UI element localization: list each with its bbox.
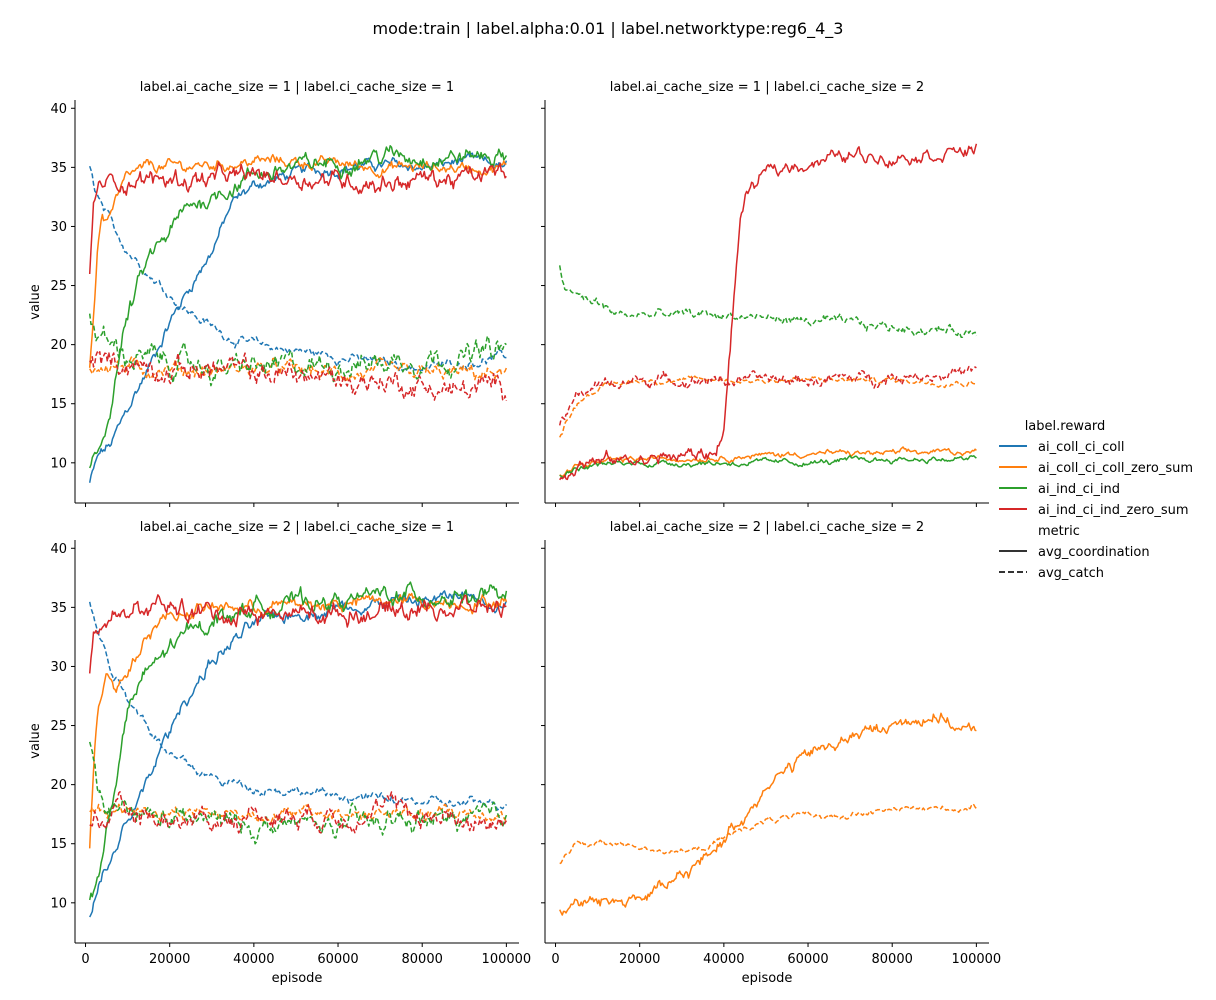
panel-2-title: label.ai_cache_size = 1 | label.ci_cache…: [610, 80, 924, 95]
series-ai-coll-ci-coll-zero-sum-avg-coordination: [88, 153, 507, 368]
panel-2: label.ai_cache_size = 1 | label.ci_cache…: [541, 80, 989, 507]
legend-label: avg_coordination: [1038, 545, 1150, 560]
y-tick-label: 30: [50, 220, 67, 235]
x-tick-label: 40000: [233, 952, 274, 967]
series-ai-ind-ci-ind-avg-coordination: [559, 454, 977, 479]
legend-item-ai-coll-ci-coll: ai_coll_ci_coll: [999, 440, 1125, 455]
y-tick-label: 10: [50, 456, 67, 471]
series-ai-ind-ci-ind-zero-sum-avg-catch: [89, 351, 508, 402]
series-ai-ind-ci-ind-zero-sum-avg-coordination: [559, 143, 978, 481]
legend-item-ai-ind-ci-ind-zero-sum: ai_ind_ci_ind_zero_sum: [999, 503, 1189, 518]
series-ai-coll-ci-coll-zero-sum-avg-coordination: [88, 592, 508, 849]
legend-metric-title: metric: [1038, 524, 1080, 539]
series-ai-coll-ci-coll-zero-sum-avg-catch: [89, 803, 508, 824]
x-tick-label: 80000: [402, 952, 443, 967]
x-axis-label-left: episode: [272, 971, 323, 986]
legend-label: ai_ind_ci_ind_zero_sum: [1038, 503, 1189, 518]
y-tick-label: 30: [50, 660, 67, 675]
y-tick-label: 35: [50, 601, 67, 616]
series-ai-coll-ci-coll-zero-sum-avg-coordination: [559, 712, 977, 916]
x-tick-label: 60000: [317, 952, 358, 967]
legend-label: ai_coll_ci_coll: [1038, 440, 1125, 455]
series-ai-coll-ci-coll-zero-sum-avg-coordination: [559, 446, 977, 478]
panel-3-title: label.ai_cache_size = 2 | label.ci_cache…: [140, 520, 454, 535]
y-tick-label: 20: [50, 338, 67, 353]
x-tick-label: 20000: [619, 952, 660, 967]
legend-reward-title: label.reward: [1025, 419, 1106, 434]
legend-item-avg-coordination: avg_coordination: [999, 545, 1150, 560]
panel-3: label.ai_cache_size = 2 | label.ci_cache…: [50, 520, 531, 967]
series-ai-coll-ci-coll-avg-coordination: [88, 152, 508, 483]
y-tick-label: 15: [50, 397, 67, 412]
series-ai-ind-ci-ind-avg-coordination: [88, 145, 508, 469]
series-ai-ind-ci-ind-zero-sum-avg-catch: [558, 365, 977, 426]
series-ai-ind-ci-ind-zero-sum-avg-catch: [89, 791, 508, 834]
y-tick-label: 40: [50, 542, 67, 557]
y-axis-label-bottom: value: [28, 723, 43, 759]
y-tick-label: 15: [50, 837, 67, 852]
series-ai-ind-ci-ind-zero-sum-avg-coordination: [88, 161, 507, 275]
suptitle: mode:train | label.alpha:0.01 | label.ne…: [373, 19, 844, 39]
series-ai-coll-ci-coll-avg-coordination: [89, 590, 508, 918]
legend-item-avg-catch: avg_catch: [999, 566, 1104, 581]
x-tick-label: 60000: [787, 952, 828, 967]
panel-4-title: label.ai_cache_size = 2 | label.ci_cache…: [610, 520, 924, 535]
y-tick-label: 25: [50, 719, 67, 734]
legend-label: avg_catch: [1038, 566, 1104, 581]
legend-item-ai-coll-ci-coll-zero-sum: ai_coll_ci_coll_zero_sum: [999, 461, 1193, 476]
x-tick-label: 40000: [703, 952, 744, 967]
series-ai-ind-ci-ind-avg-catch: [88, 313, 507, 387]
legend-label: ai_ind_ci_ind: [1038, 482, 1120, 497]
x-tick-label: 80000: [872, 952, 913, 967]
series-ai-coll-ci-coll-zero-sum-avg-catch: [89, 356, 508, 383]
series-ai-coll-ci-coll-zero-sum-avg-catch: [559, 374, 977, 438]
series-ai-coll-ci-coll-zero-sum-avg-catch: [559, 803, 977, 865]
series-ai-ind-ci-ind-avg-catch: [88, 741, 508, 845]
x-axis-label-right: episode: [742, 971, 793, 986]
panel-1: label.ai_cache_size = 1 | label.ci_cache…: [50, 80, 519, 507]
panel-4: label.ai_cache_size = 2 | label.ci_cache…: [541, 520, 1001, 967]
y-tick-label: 20: [50, 778, 67, 793]
x-tick-label: 100000: [482, 952, 532, 967]
series-ai-ind-ci-ind-avg-coordination: [88, 581, 508, 901]
x-tick-label: 100000: [952, 952, 1002, 967]
series-ai-ind-ci-ind-zero-sum-avg-coordination: [88, 594, 507, 674]
legend: label.reward ai_coll_ci_coll ai_coll_ci_…: [999, 419, 1193, 581]
legend-label: ai_coll_ci_coll_zero_sum: [1038, 461, 1193, 476]
y-tick-label: 25: [50, 279, 67, 294]
x-tick-label: 20000: [149, 952, 190, 967]
x-tick-label: 0: [81, 952, 89, 967]
y-axis-label-top: value: [28, 284, 43, 320]
y-tick-label: 35: [50, 161, 67, 176]
series-ai-coll-ci-coll-avg-catch: [88, 601, 508, 811]
legend-item-ai-ind-ci-ind: ai_ind_ci_ind: [999, 482, 1120, 497]
series-ai-coll-ci-coll-avg-catch: [88, 165, 507, 373]
x-tick-label: 0: [551, 952, 559, 967]
panel-1-title: label.ai_cache_size = 1 | label.ci_cache…: [140, 80, 454, 95]
y-tick-label: 40: [50, 102, 67, 117]
series-ai-ind-ci-ind-avg-catch: [558, 265, 978, 339]
y-tick-label: 10: [50, 896, 67, 911]
